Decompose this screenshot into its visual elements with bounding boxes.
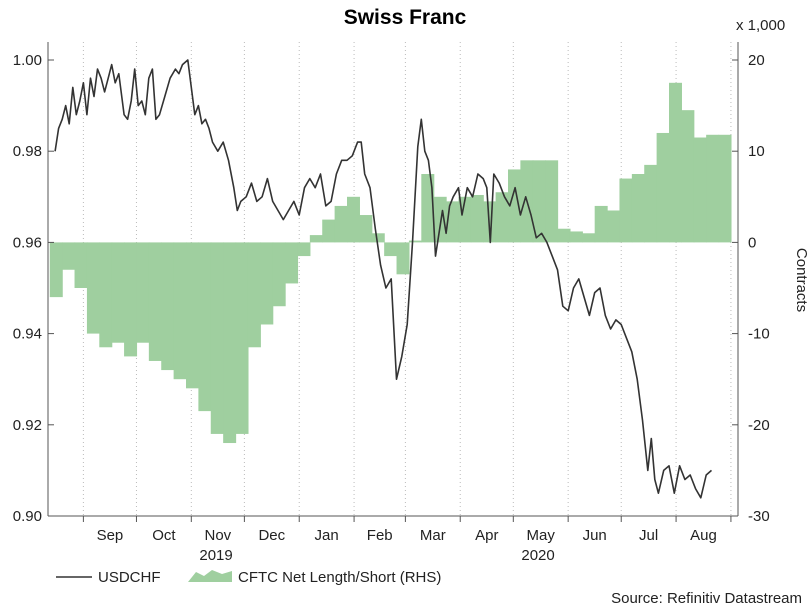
year-label: 2019 — [199, 547, 232, 564]
x-tick-label: Aug — [690, 527, 717, 544]
x-tick-label: Nov — [205, 527, 232, 544]
cftc-bar-20 — [297, 242, 311, 257]
left-tick-label: 1.00 — [13, 52, 42, 69]
usdchf-line — [54, 59, 713, 499]
right-tick-label: 0 — [748, 234, 756, 251]
cftc-bar-25 — [359, 215, 373, 243]
cftc-bar-40 — [545, 160, 559, 243]
right-axis-label: Contracts — [793, 248, 810, 312]
left-tick-label: 0.98 — [13, 143, 42, 160]
cftc-bar-17 — [260, 242, 274, 325]
cftc-bar-10 — [173, 242, 187, 380]
cftc-area-series — [49, 82, 732, 444]
cftc-bar-48 — [644, 164, 658, 243]
cftc-bar-50 — [669, 82, 682, 243]
year-label: 2020 — [521, 547, 554, 564]
cftc-bar-3 — [86, 242, 100, 334]
left-axis-ticks: 0.90 0.92 0.94 0.96 0.98 1.00 — [13, 52, 54, 525]
cftc-bar-1 — [62, 242, 76, 270]
cftc-bar-11 — [186, 242, 199, 389]
x-tick-label: Oct — [152, 527, 176, 544]
cftc-bar-18 — [272, 242, 286, 307]
legend-cftc: CFTC Net Length/Short (RHS) — [238, 569, 441, 586]
cftc-bar-5 — [111, 242, 125, 343]
cftc-bar-41 — [557, 228, 571, 243]
cftc-bar-51 — [681, 110, 695, 243]
cftc-bar-36 — [495, 192, 509, 243]
right-axis-ticks: -30 -20 -10 0 10 20 — [732, 52, 770, 525]
cftc-bar-31 — [433, 196, 447, 243]
cftc-bar-49 — [656, 132, 670, 243]
cftc-bar-29 — [408, 240, 422, 243]
x-tick-label: May — [527, 527, 556, 544]
cftc-bar-26 — [371, 233, 385, 243]
cftc-bar-0 — [49, 242, 63, 298]
year-labels: 2019 2020 — [199, 547, 554, 564]
cftc-bar-53 — [706, 134, 720, 243]
cftc-bar-39 — [532, 160, 546, 243]
chart-title: Swiss Franc — [344, 6, 467, 29]
right-tick-label: -10 — [748, 326, 770, 343]
x-tick-label: Feb — [367, 527, 393, 544]
right-tick-label: 10 — [748, 143, 765, 160]
x-tick-label: Jan — [315, 527, 339, 544]
cftc-bar-52 — [693, 137, 707, 243]
cftc-bar-42 — [569, 231, 583, 243]
right-tick-label: 20 — [748, 52, 765, 69]
cftc-bar-45 — [607, 210, 621, 243]
cftc-bar-54 — [718, 134, 732, 243]
cftc-bar-19 — [285, 242, 299, 284]
cftc-bar-44 — [594, 205, 608, 243]
source-note: Source: Refinitiv Datastream — [611, 590, 802, 606]
cftc-bar-23 — [334, 205, 348, 243]
cftc-bar-47 — [631, 174, 645, 243]
x-axis-ticks: Sep Oct Nov Dec Jan Feb Mar Apr May Jun Jul Aug — [82, 516, 732, 544]
cftc-bar-28 — [396, 242, 410, 275]
x-tick-label: Apr — [475, 527, 498, 544]
usdchf-line-series — [54, 59, 713, 499]
right-tick-label: -30 — [748, 508, 770, 525]
legend-usdchf: USDCHF — [98, 569, 161, 586]
cftc-bar-2 — [74, 242, 88, 288]
left-tick-label: 0.92 — [13, 417, 42, 434]
cftc-bar-21 — [309, 235, 323, 243]
cftc-bar-14 — [223, 242, 237, 444]
cftc-bar-46 — [619, 178, 633, 243]
cftc-bar-6 — [124, 242, 138, 357]
x-tick-label: Sep — [97, 527, 124, 544]
cftc-bar-15 — [235, 242, 249, 434]
legend: USDCHF CFTC Net Length/Short (RHS) — [56, 569, 441, 586]
cftc-bar-16 — [247, 242, 261, 348]
cftc-bar-43 — [582, 233, 596, 243]
cftc-bar-9 — [161, 242, 175, 371]
right-axis-multiplier: x 1,000 — [736, 17, 785, 34]
cftc-bar-27 — [384, 242, 398, 257]
cftc-bar-7 — [136, 242, 150, 343]
left-tick-label: 0.90 — [13, 508, 42, 525]
cftc-bar-37 — [508, 169, 521, 243]
cftc-bar-24 — [347, 196, 360, 243]
x-tick-label: Jun — [583, 527, 607, 544]
cftc-bar-34 — [470, 194, 484, 243]
x-tick-label: Mar — [420, 527, 446, 544]
cftc-bar-12 — [198, 242, 212, 412]
cftc-bar-8 — [148, 242, 162, 361]
cftc-bar-30 — [421, 174, 435, 243]
x-tick-label: Jul — [639, 527, 658, 544]
cftc-bar-4 — [99, 242, 113, 348]
x-tick-label: Dec — [258, 527, 285, 544]
cftc-bar-22 — [322, 219, 336, 243]
plot-frame — [47, 42, 739, 517]
left-tick-label: 0.96 — [13, 234, 42, 251]
right-tick-label: -20 — [748, 417, 770, 434]
cftc-bar-13 — [210, 242, 224, 434]
left-tick-label: 0.94 — [13, 326, 42, 343]
legend-area-swatch — [188, 570, 232, 582]
